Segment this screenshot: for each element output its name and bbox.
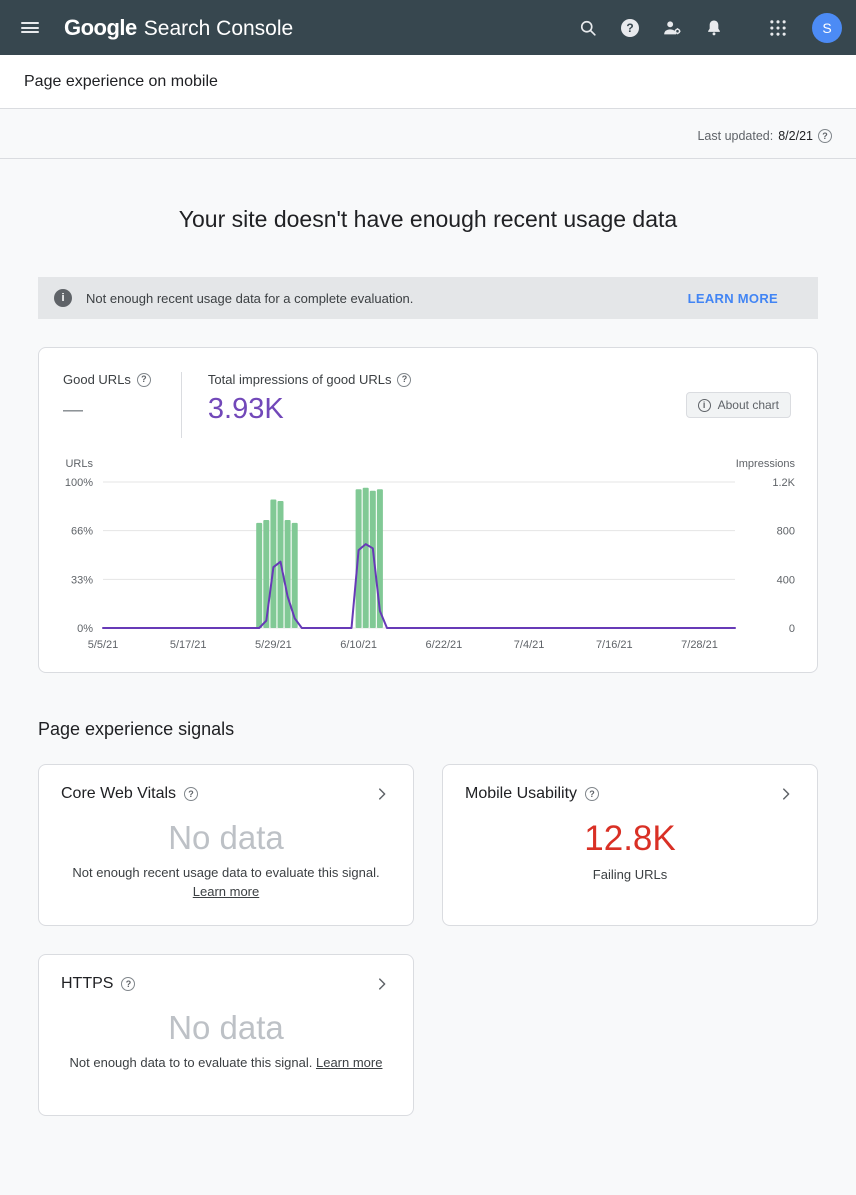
https-value: No data <box>168 1009 284 1046</box>
https-desc: Not enough data to to evaluate this sign… <box>69 1055 383 1070</box>
good-urls-value: — <box>63 399 83 421</box>
account-avatar[interactable]: S <box>812 12 842 43</box>
mobile-usability-desc: Failing URLs <box>592 867 668 882</box>
bell-icon <box>708 20 720 35</box>
signals-grid: Core Web Vitals ? No data Not enough rec… <box>38 764 818 1166</box>
impressions-label: Total impressions of good URLs <box>207 372 392 387</box>
svg-text:800: 800 <box>777 526 795 538</box>
last-updated-date: 8/2/21 <box>778 129 813 143</box>
info-banner: i Not enough recent usage data for a com… <box>38 277 818 319</box>
app-logo[interactable]: Google Search Console <box>64 15 293 41</box>
menu-button[interactable] <box>10 8 50 48</box>
core-web-vitals-value: No data <box>168 819 284 856</box>
https-help-icon[interactable]: ? <box>121 977 136 991</box>
about-chart-label: About chart <box>717 398 779 412</box>
core-web-vitals-card[interactable]: Core Web Vitals ? No data Not enough rec… <box>38 764 414 926</box>
svg-text:0%: 0% <box>77 623 93 635</box>
svg-text:URLs: URLs <box>65 458 93 470</box>
svg-text:5/17/21: 5/17/21 <box>170 639 207 651</box>
page-header: Page experience on mobile <box>0 55 856 109</box>
signals-heading: Page experience signals <box>38 719 235 739</box>
svg-text:33%: 33% <box>71 574 93 586</box>
chevron-right-icon[interactable] <box>777 785 795 803</box>
svg-text:5/5/21: 5/5/21 <box>88 639 119 651</box>
svg-text:7/16/21: 7/16/21 <box>596 639 633 651</box>
core-web-vitals-help-icon[interactable]: ? <box>184 787 199 801</box>
good-urls-metric: Good URLs ? — <box>63 372 151 422</box>
status-headline: Your site doesn't have enough recent usa… <box>178 206 678 232</box>
chart-area: 100% 66% 33% 0% 1.2K 800 400 0 URLs Impressions 5/… <box>59 452 797 664</box>
chart-header: Good URLs ? — Total impressions of good … <box>59 366 797 452</box>
https-card[interactable]: HTTPS ? No data Not enough data to to ev… <box>38 954 414 1116</box>
mobile-usability-card[interactable]: Mobile Usability ? 12.8K Failing URLs <box>442 764 818 926</box>
mobile-usability-title: Mobile Usability <box>465 785 578 802</box>
svg-text:0: 0 <box>789 623 795 635</box>
last-updated-label: Last updated: <box>697 129 774 143</box>
svg-text:7/4/21: 7/4/21 <box>514 639 545 651</box>
content: Last updated: 8/2/21 ? Your site doesn't… <box>0 109 856 1166</box>
learn-more-link[interactable]: LEARN MORE <box>687 290 778 306</box>
svg-text:6/22/21: 6/22/21 <box>426 639 463 651</box>
apps-button[interactable] <box>758 8 798 48</box>
search-icon <box>580 20 596 36</box>
google-logo-text: Google <box>64 14 137 40</box>
svg-text:7/28/21: 7/28/21 <box>681 639 718 651</box>
svg-text:6/10/21: 6/10/21 <box>340 639 377 651</box>
search-button[interactable] <box>568 8 608 48</box>
svg-text:100%: 100% <box>65 477 93 489</box>
product-name-text: Search Console <box>143 16 294 40</box>
page-title: Page experience on mobile <box>24 72 218 90</box>
top-app-bar: Google Search Console ? S <box>0 0 856 55</box>
svg-text:66%: 66% <box>71 526 93 538</box>
vertical-divider <box>180 372 182 438</box>
svg-text:5/29/21: 5/29/21 <box>255 639 292 651</box>
core-web-vitals-desc: Not enough recent usage data to evaluate… <box>72 865 380 899</box>
info-icon: i <box>54 289 72 307</box>
user-settings-icon <box>664 20 681 34</box>
page-experience-chart: 100% 66% 33% 0% 1.2K 800 400 0 URLs Impressions 5/… <box>65 458 796 651</box>
svg-text:Impressions: Impressions <box>736 458 796 470</box>
core-web-vitals-title: Core Web Vitals <box>61 785 177 802</box>
good-urls-help-icon[interactable]: ? <box>136 372 151 387</box>
about-chart-button[interactable]: i About chart <box>685 392 791 418</box>
help-button[interactable]: ? <box>610 8 650 48</box>
impressions-metric: Total impressions of good URLs ? 3.93K <box>208 372 412 426</box>
chevron-right-icon[interactable] <box>373 975 391 993</box>
manage-users-button[interactable] <box>652 8 692 48</box>
mobile-usability-value: 12.8K <box>584 819 676 858</box>
impressions-value: 3.93K <box>207 393 284 425</box>
impressions-help-icon[interactable]: ? <box>397 372 412 387</box>
svg-text:1.2K: 1.2K <box>772 477 795 489</box>
mobile-usability-help-icon[interactable]: ? <box>585 787 600 801</box>
core-web-vitals-learn-more-link[interactable]: Learn more <box>192 883 260 899</box>
banner-message: Not enough recent usage data for a compl… <box>86 290 414 306</box>
svg-text:400: 400 <box>777 574 795 586</box>
about-chart-info-icon: i <box>697 398 711 412</box>
https-title: HTTPS <box>61 975 114 992</box>
avatar-letter: S <box>822 19 832 36</box>
hamburger-icon <box>21 20 39 36</box>
good-urls-label: Good URLs <box>63 372 131 387</box>
help-icon: ? <box>621 18 639 37</box>
chevron-right-icon[interactable] <box>373 785 391 803</box>
last-updated-help-icon[interactable]: ? <box>818 129 832 143</box>
chart-card: Good URLs ? — Total impressions of good … <box>38 347 818 673</box>
last-updated-row: Last updated: 8/2/21 ? <box>0 109 856 158</box>
https-learn-more-link[interactable]: Learn more <box>315 1055 383 1070</box>
apps-grid-icon <box>770 19 786 36</box>
divider <box>0 158 856 159</box>
notifications-button[interactable] <box>694 8 734 48</box>
